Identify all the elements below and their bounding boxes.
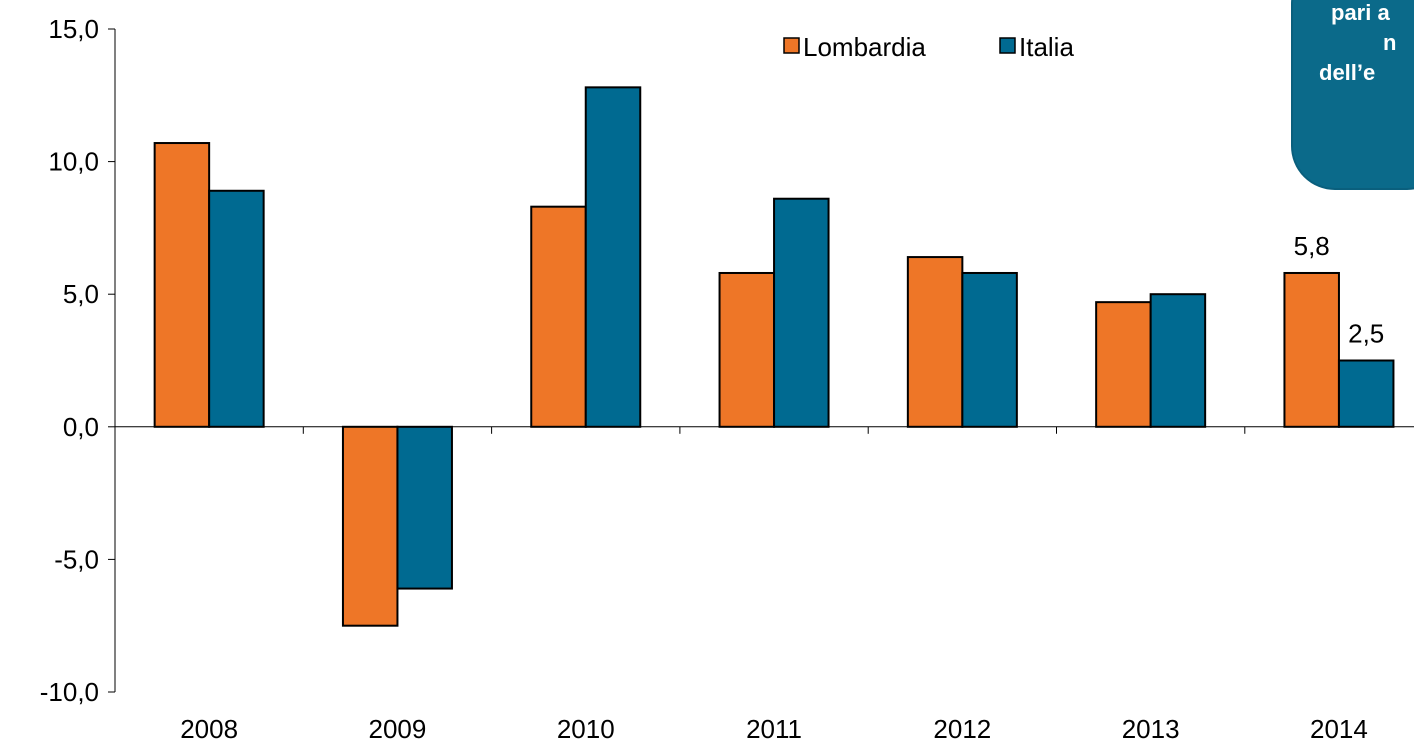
x-tick-label: 2010 <box>557 714 615 744</box>
bar-italia-2012 <box>961 271 1018 428</box>
data-label: 5,8 <box>1294 231 1330 261</box>
legend-swatch-lombardia <box>783 37 800 54</box>
y-tick-label: 5,0 <box>63 279 99 309</box>
y-tick-label: 15,0 <box>48 14 99 44</box>
axes: 15,0 10,0 5,0 0,0 -5,0 -10,0 <box>40 14 1414 707</box>
bar-italia-2011 <box>773 197 830 428</box>
bars <box>153 86 1395 627</box>
callout-line-2: n <box>1383 30 1397 55</box>
y-tick-label: -10,0 <box>40 677 99 707</box>
bar-lombardia-2009 <box>341 425 399 627</box>
legend-label-lombardia: Lombardia <box>803 32 926 62</box>
x-tick-label: 2014 <box>1310 714 1368 744</box>
bar-italia-2009 <box>396 425 453 590</box>
legend-swatch-italia <box>999 37 1016 54</box>
x-tick-label: 2011 <box>746 714 802 744</box>
y-tick-label: 0,0 <box>63 412 99 442</box>
bar-lombardia-2013 <box>1095 301 1152 428</box>
callout-line-1: pari a <box>1331 0 1390 25</box>
bar-lombardia-2011 <box>718 271 776 428</box>
legend: Lombardia Italia <box>783 32 1074 62</box>
legend-label-italia: Italia <box>1019 32 1074 62</box>
y-tick-label: 10,0 <box>48 147 99 177</box>
bar-italia-2013 <box>1149 293 1207 428</box>
x-tick-label: 2012 <box>933 714 991 744</box>
bar-italia-2010 <box>584 86 642 428</box>
callout-line-3: dell’e <box>1319 60 1376 85</box>
x-tick-label: 2008 <box>180 714 238 744</box>
bar-lombardia-2012 <box>906 256 964 428</box>
bar-italia-2008 <box>208 189 265 428</box>
x-tick-label: 2009 <box>369 714 427 744</box>
bar-lombardia-2014 <box>1283 271 1340 428</box>
bar-lombardia-2010 <box>530 205 587 428</box>
labels: 2008 2009 2010 2011 2012 2013 2014 5,8 2,5 <box>180 231 1384 744</box>
callout-box: pari a n dell’e <box>1291 0 1414 190</box>
bar-lombardia-2008 <box>153 142 211 428</box>
y-tick-label: -5,0 <box>54 544 99 574</box>
bar-italia-2014 <box>1337 359 1395 428</box>
data-label: 2,5 <box>1348 319 1384 349</box>
x-tick-label: 2013 <box>1122 714 1180 744</box>
